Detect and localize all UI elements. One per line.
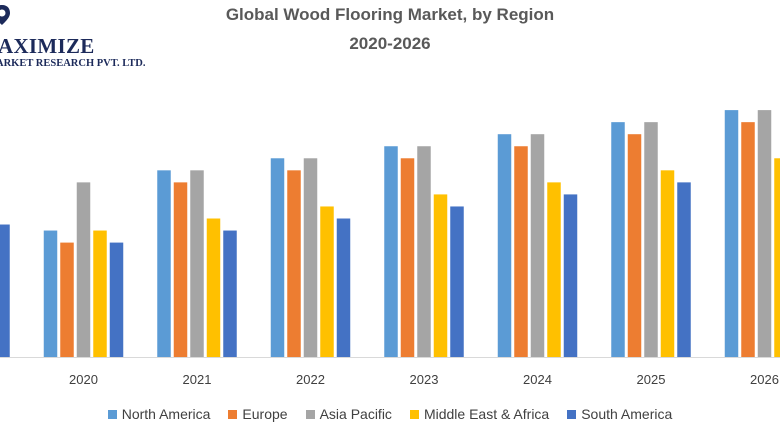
x-axis-ticks: 2020 2021 2022 2023 2024 2025 2026 — [69, 372, 779, 387]
logo-name: AXIMIZE — [0, 34, 95, 58]
legend-item-europe: Europe — [228, 406, 288, 422]
bar-europe-2023 — [400, 158, 415, 357]
legend-item-south-america: South America — [567, 406, 672, 422]
legend-label-middle-east-africa: Middle East & Africa — [423, 406, 550, 422]
bar-south-america-2021 — [223, 230, 237, 357]
bar-south-america-2022 — [336, 218, 351, 357]
bar-north-america-2026 — [724, 110, 739, 357]
bar-europe-2024 — [514, 146, 528, 357]
bar-middle-east-africa-2023 — [433, 194, 448, 357]
legend-label-asia-pacific: Asia Pacific — [319, 406, 392, 422]
bar-europe-2025 — [627, 134, 642, 357]
legend-swatch-middle-east-africa — [409, 409, 419, 419]
x-tick-label-2024: 2024 — [523, 372, 552, 387]
chart-subtitle: 2020-2026 — [349, 34, 431, 53]
bar-asia-pacific-2026 — [757, 110, 772, 357]
company-logo: AXIMIZE ARKET RESEARCH PVT. LTD. — [0, 4, 160, 68]
bar-south-america-2025 — [677, 182, 691, 357]
legend-swatch-south-america — [567, 409, 577, 419]
x-tick-label-2026: 2026 — [750, 372, 779, 387]
legend-swatch-europe — [228, 409, 238, 419]
legend-item-north-america: North America — [107, 406, 211, 422]
bar-south-america-2020 — [109, 242, 124, 357]
x-tick-label-2023: 2023 — [410, 372, 439, 387]
legend-label-south-america: South America — [581, 406, 673, 422]
bar-north-america-2021 — [157, 170, 171, 357]
legend-swatch-north-america — [107, 409, 117, 419]
logo-mark-icon — [0, 5, 10, 25]
bar-europe-2022 — [287, 170, 301, 357]
bar-north-america-2020 — [43, 230, 58, 357]
bar-south-america-2024 — [563, 194, 578, 357]
x-tick-label-2022: 2022 — [296, 372, 325, 387]
bar-north-america-2024 — [497, 134, 512, 357]
bar-south-america-2019 — [0, 224, 10, 357]
bar-north-america-2023 — [384, 146, 398, 357]
bar-europe-2021 — [173, 182, 188, 357]
x-tick-label-2020: 2020 — [69, 372, 98, 387]
chart-title: Global Wood Flooring Market, by Region — [225, 5, 555, 24]
bar-asia-pacific-2022 — [303, 158, 318, 357]
bar-asia-pacific-2020 — [76, 182, 91, 357]
bar-europe-2020 — [60, 242, 74, 357]
bar-north-america-2025 — [611, 122, 625, 358]
bar-asia-pacific-2023 — [417, 146, 431, 357]
x-tick-label-2021: 2021 — [183, 372, 212, 387]
chart-legend: North America Europe Asia Pacific Middle Ea… — [0, 406, 780, 422]
x-tick-label-2025: 2025 — [637, 372, 666, 387]
bar-europe-2026 — [741, 122, 755, 358]
bar-group — [0, 110, 780, 358]
bar-middle-east-africa-2020 — [93, 230, 107, 357]
legend-label-north-america: North America — [121, 406, 211, 422]
bar-asia-pacific-2021 — [190, 170, 204, 357]
bar-middle-east-africa-2026 — [774, 158, 780, 357]
bar-middle-east-africa-2025 — [660, 170, 675, 357]
bar-middle-east-africa-2022 — [320, 206, 334, 357]
legend-item-middle-east-africa: Middle East & Africa — [409, 406, 550, 422]
logo-subtitle: ARKET RESEARCH PVT. LTD. — [0, 58, 146, 68]
bar-north-america-2022 — [270, 158, 285, 357]
bar-middle-east-africa-2024 — [547, 182, 561, 357]
bar-asia-pacific-2025 — [644, 122, 658, 358]
bar-asia-pacific-2024 — [530, 134, 545, 357]
legend-label-europe: Europe — [242, 406, 288, 422]
bar-middle-east-africa-2021 — [206, 218, 221, 357]
legend-swatch-asia-pacific — [305, 409, 315, 419]
bar-south-america-2023 — [450, 206, 464, 357]
legend-item-asia-pacific: Asia Pacific — [305, 406, 392, 422]
